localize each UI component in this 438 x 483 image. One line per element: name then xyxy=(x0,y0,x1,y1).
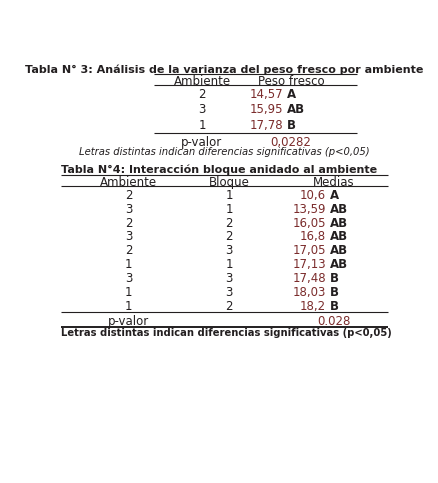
Text: 2: 2 xyxy=(226,230,233,243)
Text: 2: 2 xyxy=(226,216,233,229)
Text: A: A xyxy=(330,189,339,202)
Text: 1: 1 xyxy=(125,300,132,313)
Text: 17,48: 17,48 xyxy=(293,272,326,285)
Text: Tabla N°4: Interacción bloque anidado al ambiente: Tabla N°4: Interacción bloque anidado al… xyxy=(61,164,377,175)
Text: Ambiente: Ambiente xyxy=(100,176,157,189)
Text: 3: 3 xyxy=(198,103,206,116)
Text: 3: 3 xyxy=(226,272,233,285)
Text: 16,8: 16,8 xyxy=(300,230,326,243)
Text: 3: 3 xyxy=(226,286,233,299)
Text: B: B xyxy=(330,272,339,285)
Text: 2: 2 xyxy=(125,216,132,229)
Text: 3: 3 xyxy=(125,203,132,216)
Text: A: A xyxy=(287,88,297,101)
Text: 0.028: 0.028 xyxy=(317,315,350,328)
Text: Peso fresco: Peso fresco xyxy=(258,75,325,88)
Text: 3: 3 xyxy=(125,230,132,243)
Text: 17,78: 17,78 xyxy=(250,119,283,132)
Text: 15,95: 15,95 xyxy=(250,103,283,116)
Text: Ambiente: Ambiente xyxy=(173,75,230,88)
Text: Medias: Medias xyxy=(313,176,355,189)
Text: AB: AB xyxy=(330,203,348,216)
Text: 0,0282: 0,0282 xyxy=(271,136,311,149)
Text: 16,05: 16,05 xyxy=(293,216,326,229)
Text: 1: 1 xyxy=(226,203,233,216)
Text: 1: 1 xyxy=(125,286,132,299)
Text: 2: 2 xyxy=(226,300,233,313)
Text: Letras distintas indican diferencias significativas (p<0,05): Letras distintas indican diferencias sig… xyxy=(79,147,370,157)
Text: B: B xyxy=(287,119,296,132)
Text: 3: 3 xyxy=(226,244,233,257)
Text: 1: 1 xyxy=(198,119,206,132)
Text: 13,59: 13,59 xyxy=(293,203,326,216)
Text: 2: 2 xyxy=(125,189,132,202)
Text: 10,6: 10,6 xyxy=(300,189,326,202)
Text: AB: AB xyxy=(330,216,348,229)
Text: Letras distintas indican diferencias significativas (p<0,05): Letras distintas indican diferencias sig… xyxy=(61,328,392,338)
Text: Bloque: Bloque xyxy=(208,176,250,189)
Text: p-valor: p-valor xyxy=(108,315,149,328)
Text: B: B xyxy=(330,286,339,299)
Text: AB: AB xyxy=(330,258,348,271)
Text: 17,13: 17,13 xyxy=(293,258,326,271)
Text: 3: 3 xyxy=(125,272,132,285)
Text: 2: 2 xyxy=(198,88,206,101)
Text: 14,57: 14,57 xyxy=(250,88,283,101)
Text: 1: 1 xyxy=(125,258,132,271)
Text: 2: 2 xyxy=(125,244,132,257)
Text: 1: 1 xyxy=(226,189,233,202)
Text: AB: AB xyxy=(330,230,348,243)
Text: p-valor: p-valor xyxy=(181,136,223,149)
Text: AB: AB xyxy=(330,244,348,257)
Text: 1: 1 xyxy=(226,258,233,271)
Text: B: B xyxy=(330,300,339,313)
Text: 17,05: 17,05 xyxy=(293,244,326,257)
Text: Tabla N° 3: Análisis de la varianza del peso fresco por ambiente: Tabla N° 3: Análisis de la varianza del … xyxy=(25,64,424,74)
Text: AB: AB xyxy=(287,103,305,116)
Text: 18,03: 18,03 xyxy=(293,286,326,299)
Text: 18,2: 18,2 xyxy=(300,300,326,313)
